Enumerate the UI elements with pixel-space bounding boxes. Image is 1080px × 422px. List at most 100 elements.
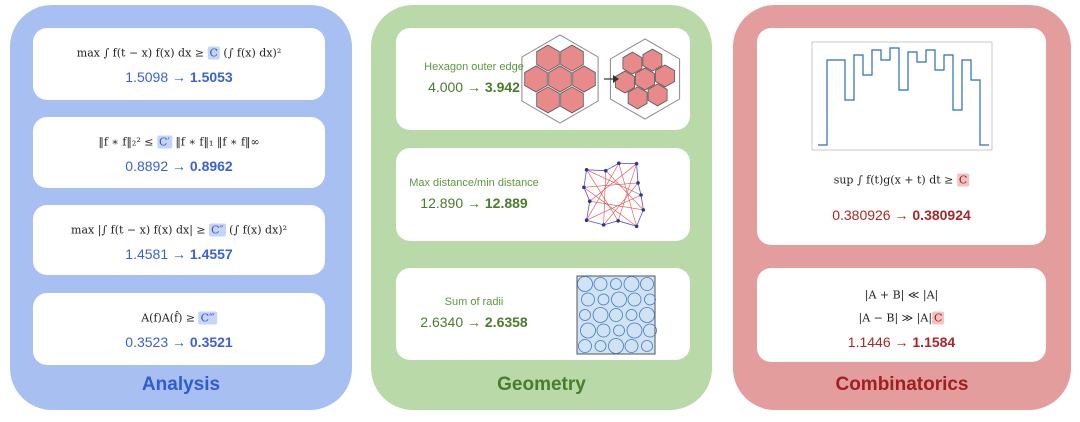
- arrow: →: [172, 246, 186, 262]
- formula-text: |A − B| ≫ |A|: [858, 311, 933, 325]
- illustration: [583, 169, 587, 188]
- illustration: [584, 218, 589, 222]
- formula: ‖f ∗ f‖₂² ≤ C′ ‖f ∗ f‖₁ ‖f ∗ f‖∞: [98, 135, 260, 149]
- illustration: [609, 308, 623, 322]
- value-change: 0.3523 → 0.3521: [125, 334, 232, 350]
- value-change: 1.1446 → 1.1584: [848, 334, 955, 350]
- illustration: [640, 277, 654, 291]
- formula: max ∫ f(t − x) f(x) dx ≥ C (∫ f(x) dx)²: [77, 46, 282, 60]
- illustration: [639, 193, 643, 197]
- value-change: 4.000 → 3.942: [428, 79, 520, 95]
- card: [33, 117, 325, 188]
- illustration: [580, 322, 596, 339]
- illustration: [586, 169, 619, 221]
- arrow: →: [172, 69, 186, 85]
- illustration: [617, 161, 621, 166]
- constant: C′: [156, 135, 172, 149]
- illustration: [811, 41, 993, 151]
- illustration: [596, 323, 611, 338]
- illustration: [577, 276, 593, 292]
- formula-text: A(f)A(f̂) ≥: [141, 311, 199, 325]
- arrow: →: [172, 334, 186, 350]
- old-value: 0.380926: [832, 207, 891, 223]
- new-value: 1.1584: [912, 334, 956, 350]
- old-value: 0.8892: [125, 158, 169, 174]
- illustration: [636, 163, 639, 183]
- illustration: [603, 182, 639, 226]
- illustration: [627, 292, 642, 307]
- illustration: [589, 200, 644, 211]
- card: [757, 268, 1046, 362]
- formula: |A − B| ≫ |A| C: [858, 311, 945, 325]
- illustration: [635, 67, 655, 91]
- constant: C″: [209, 223, 226, 237]
- illustration: [634, 224, 639, 229]
- old-value: 1.5098: [125, 69, 169, 85]
- formula-text: ‖f ∗ f‖₁ ‖f ∗ f‖∞: [171, 135, 260, 149]
- illustration: [615, 70, 635, 94]
- illustration: [536, 44, 560, 72]
- arrow: →: [467, 194, 481, 211]
- illustration: [639, 307, 655, 323]
- old-value: 1.4581: [125, 246, 169, 262]
- illustration: [617, 163, 637, 221]
- value-change: 12.890 → 12.889: [420, 195, 527, 211]
- illustration: [623, 276, 640, 292]
- illustration: [586, 169, 606, 172]
- illustration: [572, 65, 596, 93]
- illustration: [643, 323, 657, 338]
- illustration: [581, 292, 595, 307]
- illustration: [583, 187, 591, 202]
- illustration: [586, 194, 642, 221]
- illustration: [644, 293, 656, 306]
- illustration: [584, 168, 589, 172]
- new-value: 0.380924: [912, 207, 971, 223]
- card: [33, 293, 325, 365]
- illustration: [642, 48, 663, 72]
- illustration: [624, 339, 639, 353]
- illustration: [625, 309, 638, 321]
- constant: C‴: [198, 311, 217, 325]
- illustration: [626, 322, 643, 339]
- illustration: [603, 170, 607, 225]
- illustration: [586, 219, 604, 226]
- illustration: [610, 278, 622, 290]
- new-value: 12.889: [484, 194, 528, 211]
- formula-text: sup ∫ f(t)g(x + t) dt ≥: [833, 173, 957, 187]
- old-value: 4.000: [428, 79, 464, 95]
- formula-text: (∫ f(x) dx)²: [225, 223, 287, 237]
- formula: A(f)A(f̂) ≥ C‴: [141, 311, 217, 325]
- illustration: [647, 83, 668, 107]
- illustration: [618, 220, 637, 227]
- illustration: [613, 324, 625, 337]
- illustration: [536, 86, 560, 114]
- illustration: [603, 220, 619, 226]
- formula: max |∫ f(t − x) f(x) dx| ≥ C″ (∫ f(x) dx…: [71, 223, 287, 237]
- new-value: 0.8962: [189, 158, 233, 174]
- illustration: [586, 201, 591, 221]
- illustration: [587, 199, 592, 204]
- illustration: [597, 293, 610, 306]
- formula: |A + B| ≪ |A|: [865, 289, 939, 302]
- formula: sup ∫ f(t)g(x + t) dt ≥ C: [833, 173, 970, 187]
- formula-text: |A + B| ≪ |A|: [864, 288, 939, 302]
- illustration: [589, 163, 637, 202]
- panel-title: Geometry: [497, 374, 586, 395]
- illustration: [579, 309, 591, 321]
- illustration: [601, 223, 606, 227]
- metric-label: Sum of radii: [444, 296, 504, 308]
- illustration: [608, 338, 624, 354]
- value-change: 1.5098 → 1.5053: [125, 69, 232, 85]
- arrow: →: [172, 158, 186, 174]
- illustration: [593, 277, 608, 291]
- illustration: [586, 169, 642, 196]
- new-value: 0.3521: [189, 334, 233, 350]
- old-value: 1.1446: [847, 334, 891, 350]
- new-value: 1.4557: [189, 246, 233, 262]
- formula-text: (∫ f(x) dx)²: [219, 46, 282, 60]
- illustration: [583, 182, 639, 188]
- panel-title: Analysis: [141, 374, 221, 395]
- illustration: [640, 194, 644, 210]
- formula-text: max |∫ f(t − x) f(x) dx| ≥: [71, 223, 210, 237]
- metric-label: Hexagon outer edge: [424, 61, 524, 73]
